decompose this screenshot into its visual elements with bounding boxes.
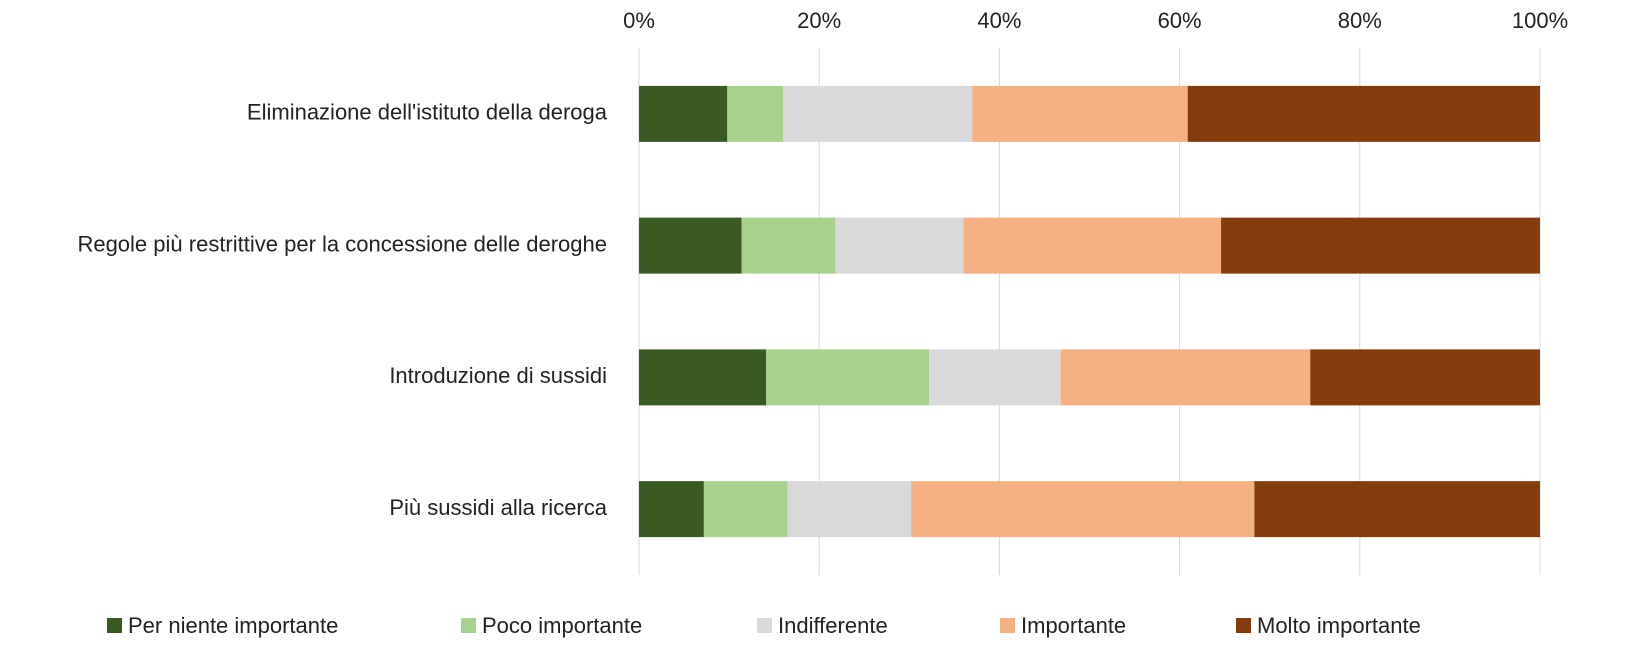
- bar-segment: [1060, 349, 1311, 406]
- category-label: Regole più restrittive per la concession…: [77, 231, 607, 256]
- legend-swatch: [1236, 618, 1251, 633]
- bar-segment: [639, 217, 742, 274]
- legend-swatch: [757, 618, 772, 633]
- bar-segment: [835, 217, 964, 274]
- x-tick-label: 80%: [1338, 8, 1382, 33]
- legend-label: Molto importante: [1257, 613, 1421, 638]
- x-tick-label: 40%: [977, 8, 1021, 33]
- bar-segment: [1187, 85, 1540, 142]
- category-label: Introduzione di sussidi: [389, 363, 607, 388]
- bar-segment: [783, 85, 973, 142]
- bar-segment: [727, 85, 784, 142]
- bar-segment: [639, 85, 728, 142]
- x-tick-label: 100%: [1512, 8, 1568, 33]
- bar-segment: [929, 349, 1061, 406]
- bar-segment: [972, 85, 1188, 142]
- bar-segment: [703, 481, 788, 538]
- x-tick-label: 60%: [1158, 8, 1202, 33]
- legend-label: Indifferente: [778, 613, 888, 638]
- bar-segment: [766, 349, 930, 406]
- bar-segment: [639, 349, 767, 406]
- bar-segment: [1310, 349, 1540, 406]
- bar-segment: [963, 217, 1222, 274]
- legend-swatch: [107, 618, 122, 633]
- legend-swatch: [1000, 618, 1015, 633]
- bar-segment: [741, 217, 836, 274]
- legend-label: Per niente importante: [128, 613, 338, 638]
- x-tick-label: 20%: [797, 8, 841, 33]
- category-label: Più sussidi alla ricerca: [389, 495, 607, 520]
- legend-label: Importante: [1021, 613, 1126, 638]
- bar-segment: [1221, 217, 1540, 274]
- bar-segment: [911, 481, 1255, 538]
- category-label: Eliminazione dell'istituto della deroga: [247, 100, 608, 125]
- legend-swatch: [461, 618, 476, 633]
- x-tick-label: 0%: [623, 8, 655, 33]
- bar-segment: [787, 481, 912, 538]
- legend-label: Poco importante: [482, 613, 642, 638]
- bar-segment: [1254, 481, 1540, 538]
- bar-segment: [639, 481, 704, 538]
